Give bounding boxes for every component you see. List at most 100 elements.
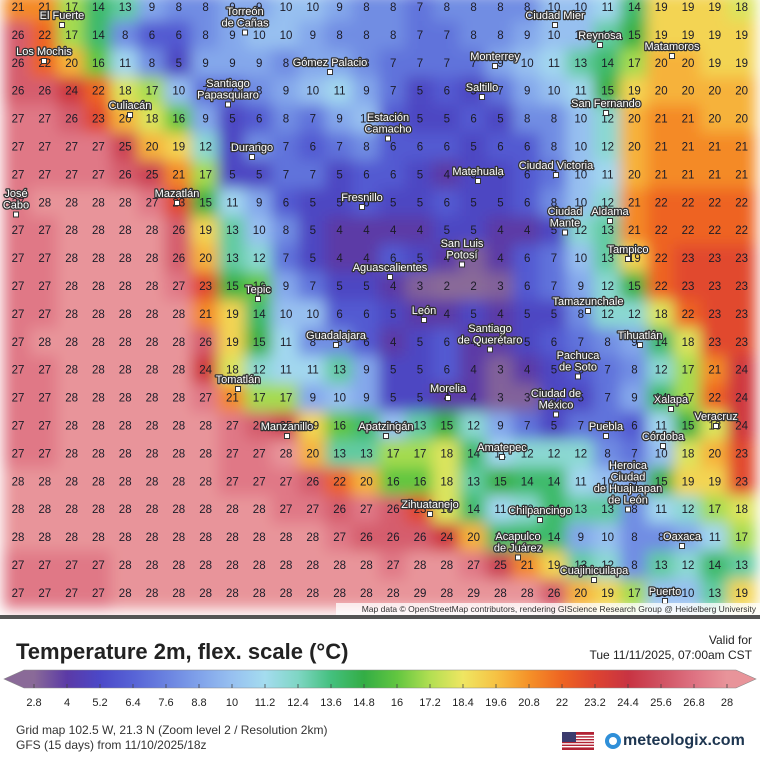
field-cell	[673, 383, 703, 414]
grid-value: 9	[229, 2, 235, 14]
grid-value: 4	[390, 337, 397, 349]
grid-value: 27	[38, 142, 51, 154]
grid-value: 13	[414, 421, 427, 433]
grid-value: 5	[363, 281, 369, 293]
field-cell	[512, 104, 542, 135]
field-cell	[620, 160, 649, 191]
grid-value: 9	[578, 532, 584, 544]
grid-value: 27	[172, 281, 185, 293]
field-cell	[298, 216, 328, 247]
grid-value: 20	[628, 142, 641, 154]
grid-value: 10	[548, 30, 561, 42]
grid-value: 7	[417, 2, 423, 14]
grid-value: 28	[360, 560, 373, 572]
field-cell	[244, 495, 274, 526]
field-cell	[57, 160, 86, 191]
colorbar: 2.8 4 5.2 6.4 7.6 8.8 10 11.2 12.4 13.6 14.8 16 17.2…	[3, 669, 757, 709]
field-cell	[191, 578, 220, 609]
field-cell	[432, 132, 462, 163]
grid-value: 25	[119, 142, 132, 154]
colorbar-tick-label: 10	[226, 697, 238, 709]
grid-value: 29	[467, 588, 480, 600]
field-cell	[512, 0, 542, 23]
grid-value: 21	[682, 142, 695, 154]
field-cell	[378, 523, 408, 554]
grid-value: 10	[574, 197, 587, 209]
grid-value: 6	[390, 169, 396, 181]
field-cell	[620, 411, 649, 442]
field-cell	[298, 383, 328, 414]
colorbar-tick-label: 4	[64, 697, 70, 709]
grid-value: 28	[253, 504, 266, 516]
grid-value: 9	[310, 393, 316, 405]
colorbar-bar	[3, 669, 757, 689]
grid-value: 19	[226, 309, 239, 321]
colorbar-tick-label: 22	[556, 697, 568, 709]
field-cell	[593, 383, 622, 414]
field-cell	[110, 439, 140, 470]
brand[interactable]: meteologix.com	[623, 732, 745, 749]
grid-value: 13	[655, 560, 668, 572]
grid-value: 5	[497, 197, 503, 209]
city-label: Durango	[231, 142, 273, 154]
field-cell	[700, 20, 730, 51]
field-cell	[3, 411, 33, 442]
grid-value: 7	[604, 365, 610, 377]
field-cell	[218, 327, 247, 358]
field-cell	[325, 299, 354, 330]
grid-value: 12	[253, 365, 266, 377]
field-cell	[3, 355, 33, 386]
grid-value: 15	[440, 421, 453, 433]
grid-value: 28	[199, 504, 212, 516]
field-cell	[486, 355, 515, 386]
grid-value: 19	[655, 2, 668, 14]
field-cell	[405, 160, 435, 191]
grid-value: 28	[199, 448, 212, 460]
grid-value: 20	[306, 448, 319, 460]
field-cell	[405, 48, 435, 79]
grid-value: 28	[65, 393, 78, 405]
grid-value: 28	[146, 393, 159, 405]
field-cell	[137, 467, 167, 498]
field-cell	[84, 76, 113, 107]
field-cell	[566, 299, 596, 330]
grid-value: 27	[12, 309, 25, 321]
grid-value: 12	[655, 365, 668, 377]
grid-value: 9	[524, 30, 530, 42]
grid-value: 28	[172, 532, 185, 544]
city-marker	[669, 53, 675, 59]
city-label: Camacho	[364, 123, 411, 135]
grid-value: 18	[440, 448, 453, 460]
grid-value: 12	[574, 448, 587, 460]
grid-value: 23	[708, 253, 721, 265]
grid-value: 22	[682, 309, 695, 321]
grid-value: 7	[310, 169, 316, 181]
grid-value: 17	[414, 448, 427, 460]
grid-value: 10	[548, 2, 561, 14]
grid-value: 10	[387, 421, 400, 433]
field-cell	[191, 495, 220, 526]
grid-value: 5	[444, 114, 450, 126]
grid-value: 28	[92, 448, 105, 460]
field-cell	[298, 467, 328, 498]
field-cell	[378, 327, 408, 358]
grid-value: 12	[574, 225, 587, 237]
field-cell	[352, 76, 381, 107]
field-cell	[486, 411, 515, 442]
grid-value: 9	[578, 281, 584, 293]
grid-value: 13	[601, 225, 614, 237]
grid-value: 26	[387, 532, 400, 544]
field-cell	[566, 411, 596, 442]
grid-value: 22	[92, 86, 105, 98]
field-cell	[30, 132, 60, 163]
grid-value: 27	[38, 421, 51, 433]
grid-value: 27	[38, 253, 51, 265]
grid-value: 27	[38, 281, 51, 293]
field-cell	[191, 467, 220, 498]
colorbar-tick-label: 7.6	[158, 697, 173, 709]
field-cell	[566, 104, 596, 135]
city-marker	[127, 112, 133, 118]
field-cell	[164, 76, 194, 107]
grid-value: 28	[199, 560, 212, 572]
